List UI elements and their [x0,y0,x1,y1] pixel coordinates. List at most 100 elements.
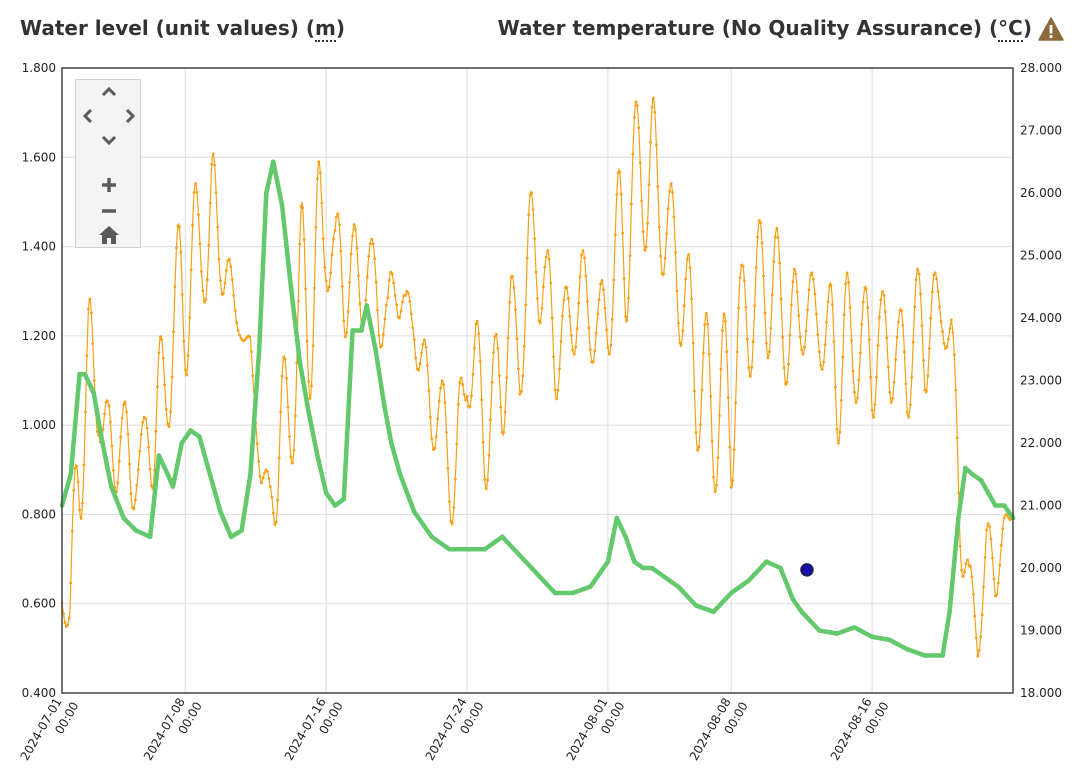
water-level-point [129,492,133,495]
water-level-point [553,388,557,392]
water-level-point [185,373,189,377]
chevron-up-icon[interactable] [100,83,118,101]
water-level-point [401,300,404,304]
water-temperature-point [970,472,975,477]
right-tick-label: 19.000 [1020,624,1062,638]
water-level-point [845,271,849,275]
water-level-point [225,268,228,272]
water-level-point [75,464,79,468]
water-level-point [452,506,456,509]
warning-triangle-icon[interactable] [1038,17,1064,41]
water-temperature-point [790,597,796,602]
water-level-point [345,331,349,334]
water-level-point [139,433,143,436]
water-level-point [161,356,165,360]
water-level-point [724,320,727,323]
water-level-point [919,292,922,296]
water-level-point [285,376,288,380]
water-level-point [812,277,815,281]
water-level-point [314,225,318,229]
water-level-point [927,347,931,350]
chevron-right-icon[interactable] [121,107,139,125]
water-level-point [370,237,374,241]
plus-icon[interactable] [100,176,118,194]
water-temperature-point [632,559,637,564]
water-level-point [349,252,353,256]
minus-icon[interactable] [100,204,118,218]
water-level-point [641,230,645,234]
water-level-point [681,329,685,332]
water-level-point [907,415,911,419]
water-level-point [701,351,705,355]
water-temperature-point [133,528,139,533]
water-level-point [594,331,598,335]
water-level-point [465,395,469,398]
water-temperature-point [382,403,387,408]
water-level-point [936,290,940,293]
water-level-point [932,273,936,277]
water-level-point [474,322,478,326]
water-level-point [634,100,638,104]
water-level-point [512,286,516,289]
water-temperature-point [389,440,394,446]
water-level-point [709,395,713,398]
water-temperature-point [640,565,646,571]
water-temperature-point [315,453,320,458]
water-level-point [323,266,327,269]
water-level-point [791,280,795,284]
right-axis-unit[interactable]: °C [998,16,1023,42]
water-level-point [621,231,624,235]
water-level-point [326,289,329,293]
water-temperature-point [963,465,968,471]
water-level-point [88,297,92,301]
water-level-point [405,289,409,293]
water-level-point [644,245,648,249]
left-tick-label: 1.600 [22,150,56,164]
water-level-point [696,448,699,452]
water-level-point [233,309,237,313]
left-axis-unit[interactable]: m [314,16,336,42]
water-level-point [387,278,391,282]
water-level-point [800,348,804,352]
water-level-point [816,333,820,336]
home-icon[interactable] [98,225,120,245]
water-level-point [850,339,853,342]
water-level-point [881,290,884,293]
water-level-point [464,398,467,402]
water-level-point [803,345,806,349]
water-level-point [496,347,500,350]
water-level-point [506,336,510,340]
water-level-point [657,225,661,229]
water-level-point [999,543,1003,547]
water-level-point [832,340,836,343]
water-level-point [249,350,253,353]
water-level-point [335,215,338,219]
water-level-point [998,563,1002,567]
water-level-point [618,170,622,174]
water-level-point [219,279,222,282]
water-level-point [525,256,529,260]
water-level-point [156,385,159,389]
water-level-point [437,399,441,403]
water-level-point [302,238,306,242]
water-level-point [669,182,673,186]
water-level-point [679,343,683,347]
water-level-point [456,403,460,406]
water-level-point [913,305,917,309]
water-level-point [426,364,429,367]
water-level-point [678,341,682,345]
water-level-point [258,474,262,478]
water-level-point [778,261,782,265]
water-level-point [719,367,723,371]
chevron-down-icon[interactable] [100,131,118,149]
water-level-point [991,556,994,560]
water-level-point [760,241,764,245]
water-level-point [895,336,899,339]
chevron-left-icon[interactable] [79,107,97,125]
water-temperature-point [170,484,176,490]
water-level-point [772,260,776,263]
water-level-point [879,298,883,302]
left-tick-label: 0.400 [22,686,56,700]
water-level-point [166,422,170,426]
